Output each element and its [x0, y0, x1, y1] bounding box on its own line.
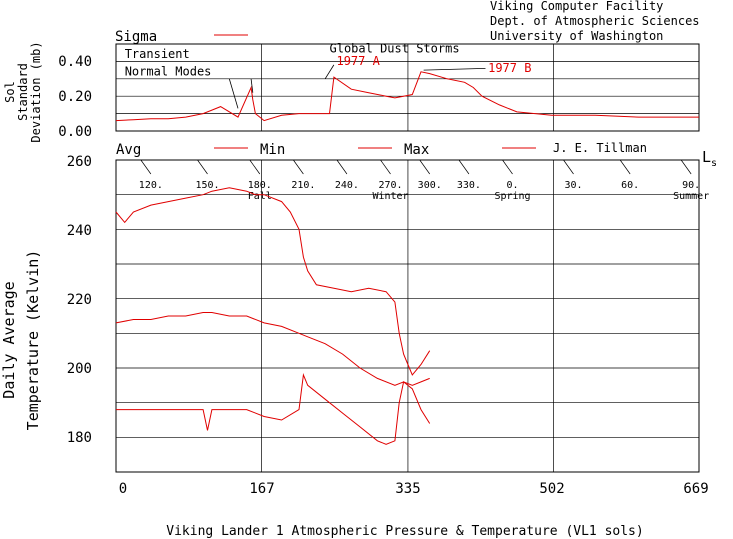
ls-tick-label: 240. [335, 180, 359, 191]
temp-ylabel-line-1: Daily Average [0, 281, 18, 398]
xtick-0: 0 [119, 481, 127, 497]
ls-axis-label: Ls [702, 148, 717, 169]
ls-tick-mark [619, 159, 631, 175]
annotation-arrow [324, 64, 335, 80]
ls-tick-label: 120. [139, 180, 163, 191]
ls-tick-mark [293, 159, 304, 175]
sigma-ylabel-line-3: Deviation (mb) [29, 41, 43, 142]
xtick-335: 335 [395, 481, 420, 497]
annotation-arrow [423, 67, 486, 71]
ls-season-label: Summer [673, 191, 709, 202]
temp-ytick-180: 180 [67, 430, 92, 446]
ls-season-label: Winter [372, 191, 408, 202]
header-line-1: Viking Computer Facility [490, 0, 663, 13]
xtick-502: 502 [539, 481, 564, 497]
sigma-frame [115, 43, 700, 132]
ls-tick-mark [502, 159, 513, 175]
sigma-annotation: 1977 A [336, 54, 380, 68]
temp-ytick-240: 240 [67, 223, 92, 239]
ls-tick-label: 210. [291, 180, 315, 191]
ls-tick-mark [680, 159, 692, 175]
ls-tick-label: 0. [506, 180, 518, 191]
ls-tick-mark [380, 159, 391, 175]
ls-tick-mark [419, 159, 431, 175]
legend-avg-label: Avg [116, 142, 141, 158]
xtick-669: 669 [683, 481, 708, 497]
ls-tick-mark [197, 159, 208, 175]
ls-tick-label: 90. [682, 180, 700, 191]
credit-text: J. E. Tillman [553, 141, 647, 155]
sigma-annotation: Normal Modes [125, 64, 212, 78]
sigma-ylabel-line-2: Standard [16, 63, 30, 121]
header-line-3: University of Washington [490, 29, 663, 43]
ls-season-label: Spring [494, 191, 530, 202]
ls-tick-label: 150. [195, 180, 219, 191]
temp-ylabel: Daily Average Temperature (Kelvin) [0, 250, 42, 431]
sigma-annotation: Global Dust Storms [330, 42, 460, 56]
sigma-annotation: Transient [125, 47, 190, 61]
header-line-2: Dept. of Atmospheric Sciences [490, 14, 700, 28]
ls-tick-label: 60. [621, 180, 639, 191]
temp-ytick-260: 260 [67, 154, 92, 170]
sigma-ytick-000: 0.00 [58, 124, 92, 140]
temp-ytick-200: 200 [67, 361, 92, 377]
ls-tick-mark [249, 159, 261, 175]
legend-min-label: Min [260, 142, 285, 158]
series-line-sigma [115, 71, 699, 122]
temp-ylabel-line-2: Temperature (Kelvin) [24, 250, 42, 431]
ls-axis: 120. 150. 180.Fall 210. 240. 270.Winter 300. 33… [139, 159, 709, 202]
sigma-title: Sigma [115, 29, 157, 45]
sigma-grid [115, 43, 700, 132]
series-line-min [116, 372, 431, 445]
annotation-arrow [250, 78, 254, 93]
sigma-ylabel: Sol Standard Deviation (mb) [3, 41, 43, 142]
ls-tick-label: 330. [457, 180, 481, 191]
sigma-ytick-020: 0.20 [58, 89, 92, 105]
sigma-ytick-040: 0.40 [58, 54, 92, 70]
legend-max-label: Max [404, 142, 429, 158]
x-axis-title: Viking Lander 1 Atmospheric Pressure & T… [166, 524, 643, 539]
series-line-max [115, 187, 431, 376]
annotation-arrow [228, 78, 239, 109]
temp-frame [115, 159, 700, 473]
ls-tick-label: 270. [378, 180, 402, 191]
ls-tick-label: 30. [564, 180, 582, 191]
temp-series [115, 187, 431, 445]
ls-tick-label: 300. [418, 180, 442, 191]
temp-grid [115, 159, 700, 473]
ls-tick-mark [458, 159, 470, 175]
sigma-series [115, 71, 699, 122]
temp-ytick-220: 220 [67, 292, 92, 308]
series-line-avg [115, 312, 430, 386]
xtick-167: 167 [249, 481, 274, 497]
ls-tick-mark [336, 159, 348, 175]
sigma-annotation: 1977 B [488, 61, 531, 75]
ls-season-label: Fall [248, 191, 272, 202]
ls-tick-label: 180. [248, 180, 272, 191]
sigma-ylabel-line-1: Sol [3, 81, 17, 103]
ls-tick-mark [140, 159, 152, 175]
ls-tick-mark [563, 159, 574, 175]
